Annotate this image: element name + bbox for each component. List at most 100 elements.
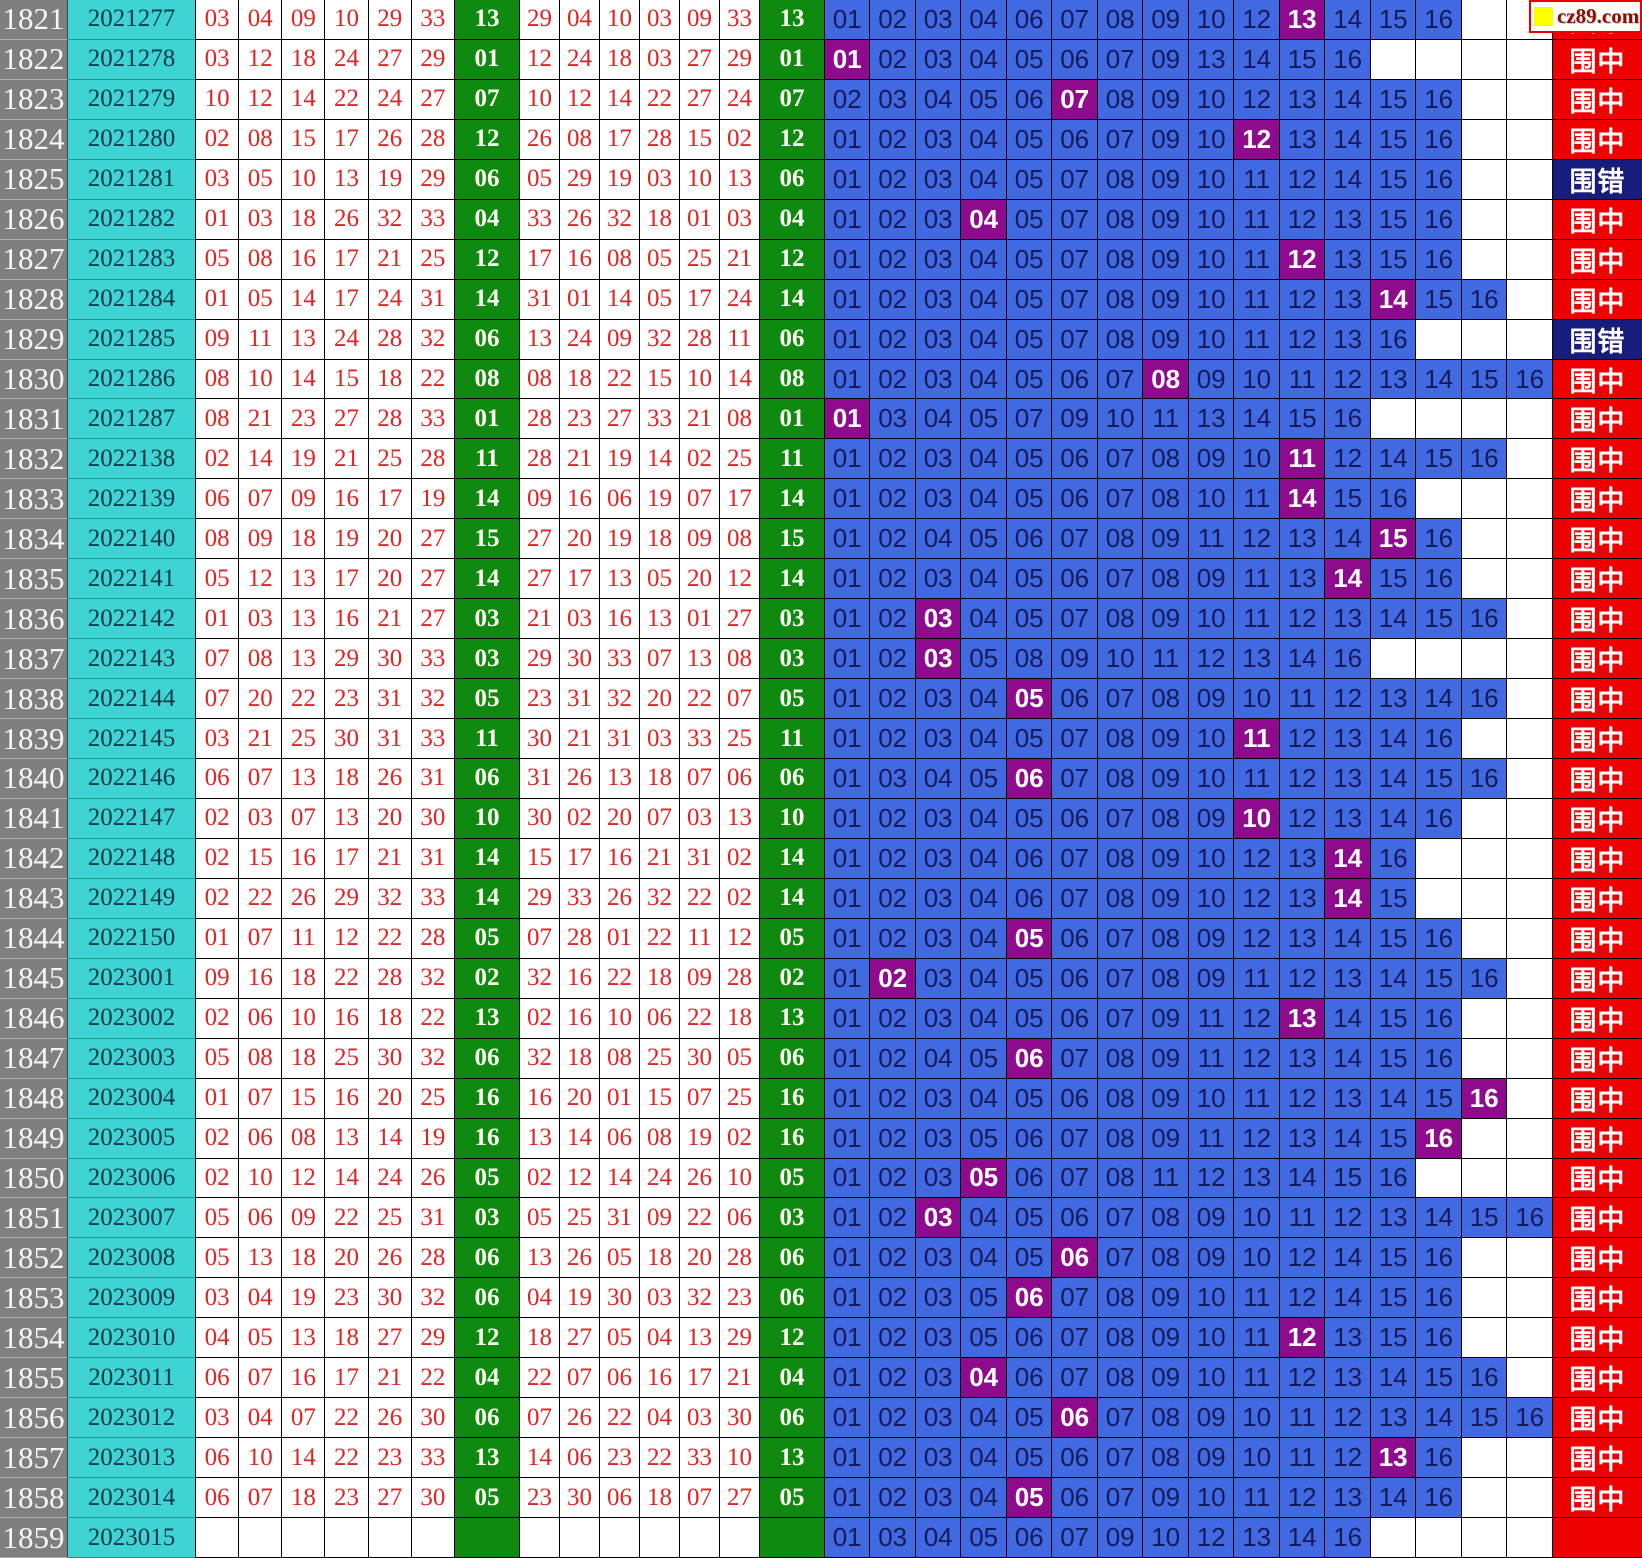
trend-number-cell: 01 <box>824 759 871 799</box>
red-ball-cell: 18 <box>282 199 326 240</box>
red-ball-cell: 18 <box>282 958 326 999</box>
blue-ball-green-cell: 04 <box>759 1358 825 1399</box>
trend-number-cell: 14 <box>1234 39 1280 80</box>
trend-number-cell: 07 <box>1052 1278 1098 1319</box>
row-index-cell: 1853 <box>0 1278 68 1319</box>
period-cell: 2023013 <box>68 1438 196 1479</box>
red-ball-draworder-cell: 15 <box>519 838 560 879</box>
trend-number-cell: 03 <box>870 399 916 440</box>
red-ball-draworder-cell: 08 <box>639 1118 680 1159</box>
red-ball-cell: 23 <box>325 1278 369 1319</box>
blue-ball-green-cell: 10 <box>454 798 520 839</box>
trend-number-cell: 16 <box>1416 159 1462 200</box>
trend-number-cell: 06 <box>1052 958 1098 999</box>
red-ball-draworder-cell: 27 <box>679 79 720 120</box>
row-index-cell: 1825 <box>0 159 68 200</box>
trend-number-cell: 15 <box>1416 279 1462 320</box>
red-ball-draworder-cell: 08 <box>519 359 560 400</box>
trend-number-cell: 14 <box>1279 1518 1326 1558</box>
site-logo[interactable]: cz89.com <box>1529 0 1642 33</box>
trend-number-cell: 09 <box>1188 918 1235 959</box>
trend-number-cell: 06 <box>1052 479 1098 520</box>
trend-number-cell: 10 <box>1188 878 1235 919</box>
red-ball-draworder-cell: 32 <box>639 878 680 919</box>
red-ball-draworder-cell: 23 <box>599 1438 640 1479</box>
trend-hit-cell: 14 <box>1325 838 1371 879</box>
trend-number-cell: 01 <box>824 719 871 760</box>
trend-number-cell: 12 <box>1279 1278 1326 1319</box>
red-ball-draworder-cell: 27 <box>719 1478 760 1519</box>
trend-number-cell: 06 <box>1052 359 1098 400</box>
red-ball-draworder-cell: 22 <box>679 1198 720 1239</box>
red-ball-draworder-cell: 27 <box>599 399 640 440</box>
red-ball-cell: 33 <box>411 0 455 40</box>
trend-number-cell: 12 <box>1325 1438 1371 1479</box>
trend-number-cell: 07 <box>1097 1198 1144 1239</box>
trend-number-cell: 09 <box>1188 439 1235 480</box>
trend-number-cell: 12 <box>1325 439 1371 480</box>
red-ball-cell: 22 <box>325 79 369 120</box>
trend-number-cell: 05 <box>1006 39 1053 80</box>
result-badge: 围中 <box>1552 1358 1642 1399</box>
red-ball-draworder-cell: 13 <box>519 1118 560 1159</box>
period-cell: 2021282 <box>68 199 196 240</box>
red-ball-cell: 16 <box>325 599 369 640</box>
trend-empty-cell <box>1461 519 1508 560</box>
red-ball-draworder-cell: 24 <box>559 319 600 360</box>
trend-number-cell: 16 <box>1416 719 1462 760</box>
red-ball-draworder-cell: 28 <box>519 399 560 440</box>
red-ball-draworder-cell: 06 <box>559 1438 600 1479</box>
red-ball-cell: 17 <box>325 559 369 600</box>
trend-number-cell: 12 <box>1325 1198 1371 1239</box>
red-ball-draworder-cell: 25 <box>679 239 720 280</box>
trend-number-cell: 15 <box>1416 958 1462 999</box>
blue-ball-green-cell: 16 <box>759 1118 825 1159</box>
trend-number-cell: 04 <box>961 878 1007 919</box>
trend-number-cell: 05 <box>1006 1398 1053 1439</box>
red-ball-draworder-cell: 10 <box>719 1438 760 1479</box>
red-ball-draworder-cell: 23 <box>519 679 560 720</box>
row-index-cell: 1830 <box>0 359 68 400</box>
red-ball-cell: 15 <box>282 119 326 160</box>
trend-number-cell: 04 <box>961 1198 1007 1239</box>
red-ball-cell: 19 <box>368 159 412 200</box>
trend-number-cell: 08 <box>1097 239 1144 280</box>
red-ball-cell: 05 <box>196 1198 240 1239</box>
trend-number-cell: 11 <box>1188 1118 1235 1159</box>
red-ball-draworder-cell: 13 <box>639 599 680 640</box>
trend-number-cell: 11 <box>1234 1478 1280 1519</box>
trend-empty-cell <box>1507 1038 1553 1079</box>
trend-number-cell: 14 <box>1325 998 1371 1039</box>
trend-number-cell: 09 <box>1097 1518 1144 1558</box>
red-ball-draworder-cell: 28 <box>519 439 560 480</box>
red-ball-draworder-cell: 01 <box>599 1078 640 1119</box>
blue-ball-green-cell: 06 <box>759 1038 825 1079</box>
trend-number-cell: 05 <box>1006 1078 1053 1119</box>
red-ball-draworder-cell: 17 <box>679 1358 720 1399</box>
trend-number-cell: 04 <box>961 159 1007 200</box>
trend-empty-cell <box>1461 39 1508 80</box>
trend-number-cell: 03 <box>915 878 962 919</box>
red-ball-draworder-cell: 27 <box>559 1318 600 1359</box>
trend-number-cell: 11 <box>1279 359 1326 400</box>
trend-number-cell: 05 <box>961 519 1007 560</box>
red-ball-cell: 01 <box>196 1078 240 1119</box>
red-ball-cell: 29 <box>325 639 369 680</box>
red-ball-cell: 02 <box>196 439 240 480</box>
row-index-cell: 1847 <box>0 1038 68 1079</box>
red-ball-draworder-cell: 22 <box>599 958 640 999</box>
trend-number-cell: 12 <box>1279 759 1326 799</box>
result-badge: 围中 <box>1552 1198 1642 1239</box>
red-ball-cell: 31 <box>411 1198 455 1239</box>
trend-number-cell: 02 <box>870 798 916 839</box>
blue-ball-green-cell: 13 <box>759 1438 825 1479</box>
trend-number-cell: 12 <box>1234 0 1280 40</box>
period-cell: 2023015 <box>68 1518 196 1558</box>
trend-number-cell: 12 <box>1279 1238 1326 1279</box>
row-index-cell: 1859 <box>0 1518 68 1558</box>
red-ball-draworder-cell: 27 <box>679 39 720 80</box>
trend-hit-cell: 07 <box>1052 79 1098 120</box>
trend-number-cell: 16 <box>1461 279 1508 320</box>
trend-number-cell: 05 <box>961 1038 1007 1079</box>
trend-empty-cell <box>1461 998 1508 1039</box>
